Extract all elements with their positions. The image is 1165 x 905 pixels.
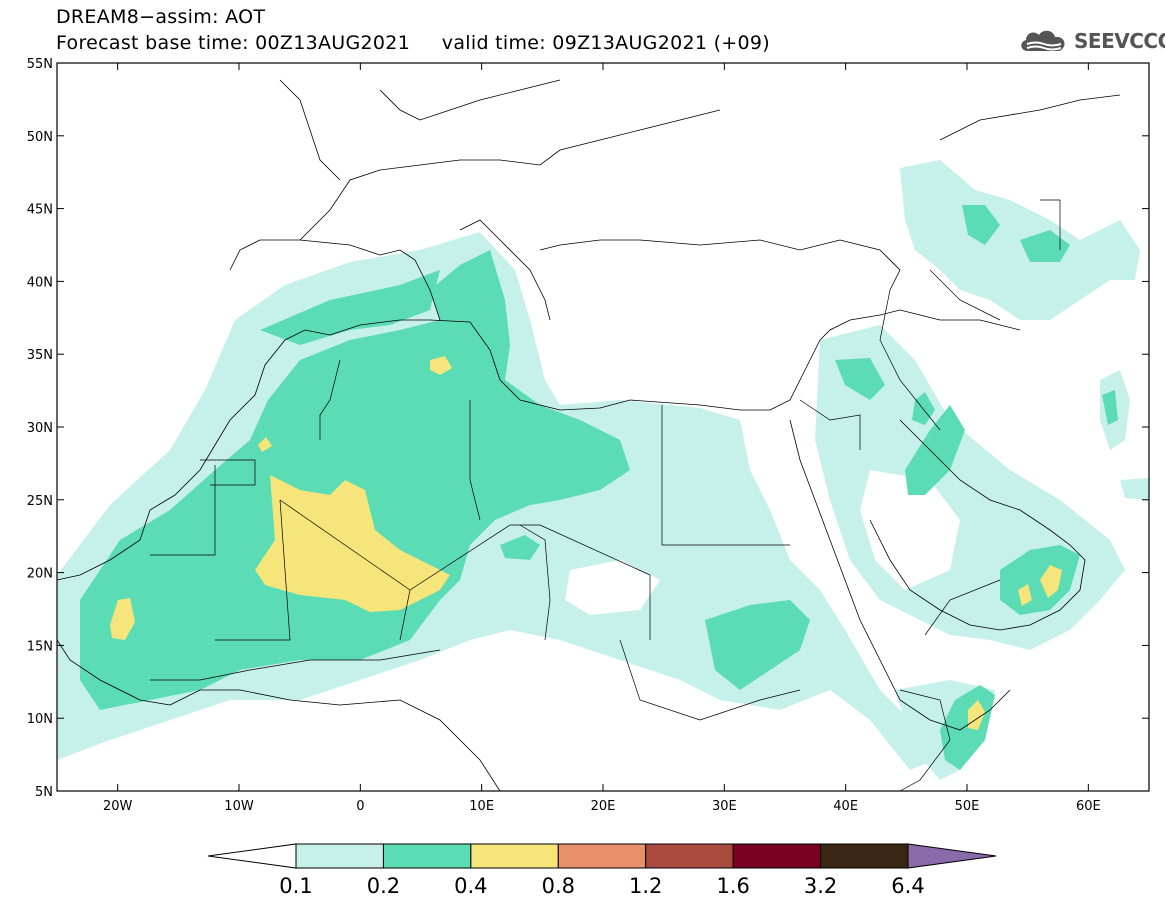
- colorbar-swatch: [732, 843, 822, 869]
- lat-tick-label: 30N: [27, 421, 53, 436]
- colorbar-label: 0.2: [367, 874, 400, 898]
- colorbar-swatch: [295, 843, 384, 869]
- lon-tick-label: 0: [356, 799, 364, 814]
- lat-tick-label: 40N: [27, 275, 53, 290]
- lat-tick-label: 25N: [27, 494, 53, 509]
- colorbar-label: 0.8: [542, 874, 575, 898]
- colorbar-under-triangle: [207, 843, 297, 869]
- lat-tick-label: 5N: [35, 785, 53, 800]
- lon-tick-label: 40E: [833, 799, 858, 814]
- base-time: Forecast base time: 00Z13AUG2021: [56, 32, 411, 54]
- valid-time: valid time: 09Z13AUG2021 (+09): [441, 32, 771, 54]
- colorbar-swatch: [470, 843, 559, 869]
- lat-tick-label: 15N: [27, 639, 53, 654]
- lon-tick-label: 20E: [591, 799, 616, 814]
- lat-tick-label: 10N: [27, 712, 53, 727]
- chart-title: DREAM8−assim: AOT: [56, 6, 266, 28]
- lat-axis: 5N 10N 15N 20N 25N 30N 35N 40N 45N 50N 55N: [27, 57, 1149, 800]
- lat-tick-label: 55N: [27, 57, 53, 72]
- lat-tick-label: 35N: [27, 348, 53, 363]
- lon-tick-label: 60E: [1076, 799, 1101, 814]
- chart-subtitle: Forecast base time: 00Z13AUG2021 valid t…: [56, 32, 770, 54]
- colorbar-label: 1.2: [629, 874, 662, 898]
- lon-tick-label: 10W: [224, 799, 254, 814]
- cloud-icon: [1021, 30, 1065, 51]
- aot-level-0-4: [110, 356, 1062, 730]
- colorbar-swatch: [382, 843, 472, 869]
- lon-tick-label: 50E: [955, 799, 980, 814]
- coastlines: [57, 79, 1121, 791]
- colorbar-label: 1.6: [716, 874, 749, 898]
- lat-tick-label: 45N: [27, 203, 53, 218]
- logo-text: SEEVCCC: [1074, 29, 1165, 53]
- borders: [150, 199, 1061, 791]
- colorbar-label: 0.1: [279, 874, 312, 898]
- lon-tick-label: 10E: [469, 799, 494, 814]
- lat-tick-label: 50N: [27, 130, 53, 145]
- seevccc-logo: SEEVCCC: [1018, 26, 1165, 56]
- colorbar-swatch: [557, 843, 647, 869]
- lon-tick-label: 30E: [712, 799, 737, 814]
- colorbar-label: 0.4: [454, 874, 487, 898]
- colorbar-swatch: [820, 843, 909, 869]
- colorbar-over-triangle: [907, 843, 997, 869]
- aot-fields: [57, 160, 1149, 780]
- lat-tick-label: 20N: [27, 567, 53, 582]
- lon-axis: 20W 10W 0 10E 20E 30E 40E 50E 60E: [103, 63, 1101, 814]
- colorbar-swatch: [645, 843, 734, 869]
- colorbar-label: 6.4: [891, 874, 924, 898]
- lon-tick-label: 20W: [103, 799, 133, 814]
- colorbar: 0.1 0.2 0.4 0.8 1.2 1.6 3.2 6.4: [207, 843, 997, 898]
- colorbar-label: 3.2: [804, 874, 837, 898]
